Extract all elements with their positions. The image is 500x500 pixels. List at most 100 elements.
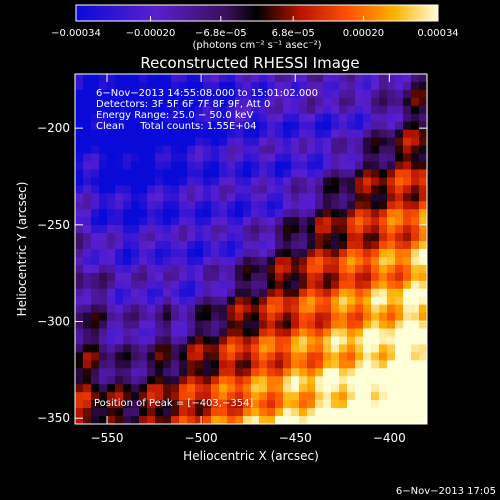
heatmap-cell (99, 145, 108, 154)
heatmap-cell (107, 320, 116, 329)
heatmap-cell (243, 344, 252, 353)
heatmap-cell (115, 241, 124, 250)
info-line: Clean Total counts: 1.55E+04 (96, 121, 256, 132)
heatmap-cell (299, 217, 308, 226)
heatmap-cell (147, 225, 156, 234)
heatmap-cell (323, 320, 332, 329)
heatmap-cell (227, 249, 236, 258)
heatmap-cell (403, 129, 412, 139)
heatmap-cell (75, 161, 84, 170)
heatmap-cell (275, 312, 284, 321)
heatmap-cell (107, 201, 116, 210)
heatmap-cell (163, 256, 172, 266)
heatmap-cell (411, 193, 420, 202)
heatmap-cell (131, 249, 140, 258)
heatmap-cell (139, 217, 148, 226)
heatmap-cell (171, 81, 180, 91)
heatmap-cell (203, 304, 212, 314)
heatmap-cell (323, 233, 332, 242)
heatmap-cell (339, 336, 348, 345)
heatmap-cell (75, 217, 84, 226)
heatmap-cell (235, 328, 244, 337)
heatmap-cell (323, 105, 332, 115)
heatmap-cell (355, 169, 364, 178)
heatmap-cell (171, 113, 180, 123)
heatmap-cell (195, 272, 204, 282)
heatmap-cell (307, 97, 316, 107)
heatmap-cell (219, 217, 228, 226)
heatmap-cell (163, 113, 172, 123)
heatmap-cell (411, 408, 420, 417)
heatmap-cell (147, 264, 156, 274)
heatmap-cell (91, 89, 100, 99)
heatmap-cell (379, 153, 388, 162)
heatmap-cell (275, 376, 284, 385)
heatmap-cell (291, 288, 300, 298)
heatmap-cell (155, 264, 164, 274)
heatmap-cell (235, 408, 244, 417)
heatmap-cell (291, 296, 300, 306)
heatmap-cell (347, 304, 356, 314)
heatmap-cell (211, 97, 220, 107)
heatmap-cell (355, 137, 364, 146)
heatmap-cell (275, 113, 284, 123)
heatmap-cell (395, 201, 404, 210)
heatmap-cell (147, 193, 156, 202)
heatmap-cell (371, 241, 380, 250)
heatmap-cell (155, 256, 164, 266)
heatmap-cell (275, 241, 284, 250)
heatmap-cell (299, 280, 308, 290)
heatmap-cell (211, 280, 220, 290)
heatmap-cell (75, 241, 84, 250)
heatmap-cell (99, 153, 108, 162)
heatmap-cell (227, 153, 236, 162)
heatmap-cell (379, 121, 388, 131)
heatmap-cell (163, 344, 172, 353)
heatmap-cell (267, 360, 276, 369)
heatmap-cell (363, 193, 372, 202)
heatmap-cell (291, 272, 300, 282)
heatmap-cell (299, 384, 308, 393)
heatmap-cell (107, 256, 116, 266)
heatmap-cell (99, 296, 108, 306)
heatmap-cell (339, 264, 348, 274)
heatmap-cell (171, 344, 180, 353)
heatmap-cell (75, 201, 84, 210)
heatmap-cell (211, 320, 220, 329)
heatmap-cell (275, 105, 284, 115)
heatmap-cell (419, 74, 428, 83)
heatmap-cell (163, 74, 172, 83)
heatmap-cell (123, 113, 132, 123)
heatmap-cell (275, 145, 284, 154)
heatmap-cell (275, 328, 284, 337)
heatmap-cell (315, 209, 324, 218)
heatmap-cell (339, 145, 348, 154)
heatmap-cell (371, 97, 380, 107)
heatmap-cell (419, 304, 428, 314)
heatmap-cell (379, 376, 388, 385)
heatmap-cell (251, 328, 260, 337)
heatmap-cell (331, 344, 340, 353)
heatmap-cell (363, 264, 372, 274)
heatmap-cell (331, 74, 340, 83)
heatmap-cell (387, 185, 396, 194)
heatmap-cell (347, 296, 356, 306)
heatmap-cell (107, 121, 116, 131)
heatmap-cell (299, 145, 308, 154)
heatmap-cell (339, 169, 348, 178)
heatmap-cell (355, 74, 364, 83)
heatmap-cell (187, 336, 196, 345)
heatmap-cell (267, 280, 276, 290)
heatmap-cell (171, 169, 180, 178)
heatmap-cell (171, 209, 180, 218)
heatmap-cell (307, 169, 316, 178)
heatmap-cell (139, 328, 148, 337)
heatmap-cell (211, 376, 220, 385)
heatmap-cell (347, 416, 356, 425)
heatmap-cell (195, 288, 204, 298)
heatmap-cell (291, 249, 300, 258)
heatmap-cell (307, 384, 316, 393)
heatmap-cell (251, 344, 260, 353)
heatmap-cell (147, 312, 156, 321)
heatmap-cell (243, 209, 252, 218)
